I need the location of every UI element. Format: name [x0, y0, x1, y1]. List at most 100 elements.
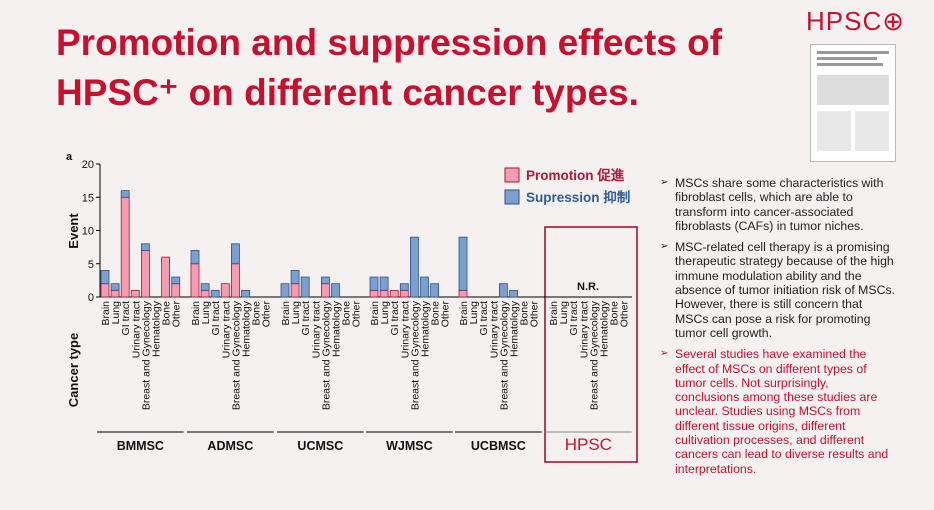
bar-segment — [331, 283, 340, 298]
bar-segment — [210, 289, 220, 298]
bar-segment — [140, 243, 150, 251]
y-tick-label: 0 — [88, 292, 94, 304]
bar-segment — [120, 190, 130, 198]
bar-segment — [498, 283, 508, 298]
category-label: Urinary tract — [399, 301, 411, 358]
category-label: Urinary tract — [220, 301, 232, 358]
category-label: GI tract — [568, 301, 580, 336]
category-label: Brain — [458, 301, 470, 326]
legend-label: Promotion 促進 — [526, 167, 625, 183]
x-axis-title: Cancer type — [66, 333, 81, 407]
bar-segment — [280, 283, 290, 298]
category-label: Other — [529, 301, 541, 328]
legend-label: Supression 抑制 — [526, 189, 630, 205]
group-label: UCBMSC — [471, 439, 526, 453]
category-label: Lung — [468, 301, 480, 325]
category-label: Breast and Gynecology — [320, 300, 332, 410]
category-label: Brain — [369, 301, 381, 326]
category-label: Brain — [190, 301, 202, 326]
bar-segment — [190, 250, 200, 265]
bar-segment — [110, 283, 120, 291]
bar-segment — [320, 276, 330, 285]
logo: HPSC⊕ — [806, 6, 906, 36]
category-label: GI tract — [478, 301, 490, 336]
bar-segment — [161, 256, 171, 298]
category-label: GI tract — [120, 301, 132, 336]
category-label: Breast and Gynecology — [140, 300, 152, 410]
category-label: Bone — [341, 301, 353, 326]
category-label: Lung — [290, 301, 302, 325]
bullet: Several studies have examined the effect… — [660, 347, 896, 476]
category-label: Brain — [280, 301, 292, 326]
bar-segment — [389, 289, 399, 298]
panel-label: a — [66, 151, 73, 163]
highlight-box — [544, 226, 638, 463]
group-label: WJMSC — [386, 439, 433, 453]
category-label: Other — [440, 301, 452, 328]
bar-segment — [140, 250, 150, 298]
bar-segment — [171, 276, 181, 285]
bar-segment — [130, 289, 140, 298]
category-label: Urinary tract — [488, 301, 500, 358]
category-label: GI tract — [389, 301, 401, 336]
category-label: Other — [619, 301, 631, 328]
category-label: Bone — [609, 301, 621, 326]
bar-segment — [220, 283, 230, 298]
group-label: UCMSC — [297, 439, 343, 453]
bar-segment — [230, 243, 240, 265]
category-label: Hematology — [420, 300, 432, 357]
category-label: Urinary tract — [310, 301, 322, 358]
bar-segment — [290, 283, 300, 298]
group-label: HPSC — [565, 435, 612, 454]
category-label: Other — [261, 301, 273, 328]
y-tick-label: 10 — [82, 226, 94, 238]
bar-segment — [120, 196, 130, 298]
bar-segment — [430, 283, 440, 298]
bullet-list: MSCs share some characteristics with fib… — [660, 176, 896, 483]
category-label: Brain — [548, 301, 560, 326]
bar-segment — [200, 283, 210, 291]
paper-thumbnail — [810, 44, 896, 162]
bar-segment — [320, 283, 330, 298]
category-label: Urinary tract — [578, 301, 590, 358]
category-label: Bone — [251, 301, 263, 326]
bar-segment — [369, 289, 379, 298]
category-label: Hematology — [241, 300, 253, 357]
category-label: GI tract — [300, 301, 312, 336]
bar-segment — [399, 289, 409, 298]
bar-segment — [230, 263, 240, 298]
category-label: Other — [171, 301, 183, 328]
group-label: BMMSC — [117, 439, 164, 453]
bar-segment — [458, 236, 468, 291]
bar-segment — [241, 289, 250, 298]
group-label: ADMSC — [207, 439, 253, 453]
bar-segment — [409, 236, 419, 298]
bar-segment — [100, 269, 110, 285]
category-label: Lung — [558, 301, 570, 325]
slide-title: Promotion and suppression effects of HPS… — [56, 22, 723, 113]
category-label: GI tract — [210, 301, 222, 336]
y-tick-label: 15 — [82, 192, 94, 204]
bar-segment — [100, 283, 110, 298]
category-label: Hematology — [151, 300, 163, 357]
y-tick-label: 20 — [82, 159, 94, 171]
bar-segment — [458, 289, 468, 298]
category-label: Hematology — [509, 300, 521, 357]
category-label: Hematology — [331, 300, 343, 357]
category-label: Breast and Gynecology — [409, 300, 421, 410]
bar-segment — [110, 289, 120, 298]
category-label: Bone — [161, 301, 173, 326]
category-label: Breast and Gynecology — [588, 300, 600, 410]
category-label: Urinary tract — [130, 301, 142, 358]
category-label: Lung — [110, 301, 122, 325]
category-label: Brain — [100, 301, 112, 326]
bar-segment — [190, 263, 200, 298]
y-axis-title: Event — [66, 213, 81, 249]
category-label: Breast and Gynecology — [498, 300, 510, 410]
thumbnail-lines — [817, 51, 889, 151]
category-label: Other — [351, 301, 363, 328]
bullet: MSC-related cell therapy is a promising … — [660, 240, 896, 340]
bar-segment — [399, 283, 409, 291]
bar-segment — [369, 276, 379, 291]
category-label: Lung — [379, 301, 391, 325]
